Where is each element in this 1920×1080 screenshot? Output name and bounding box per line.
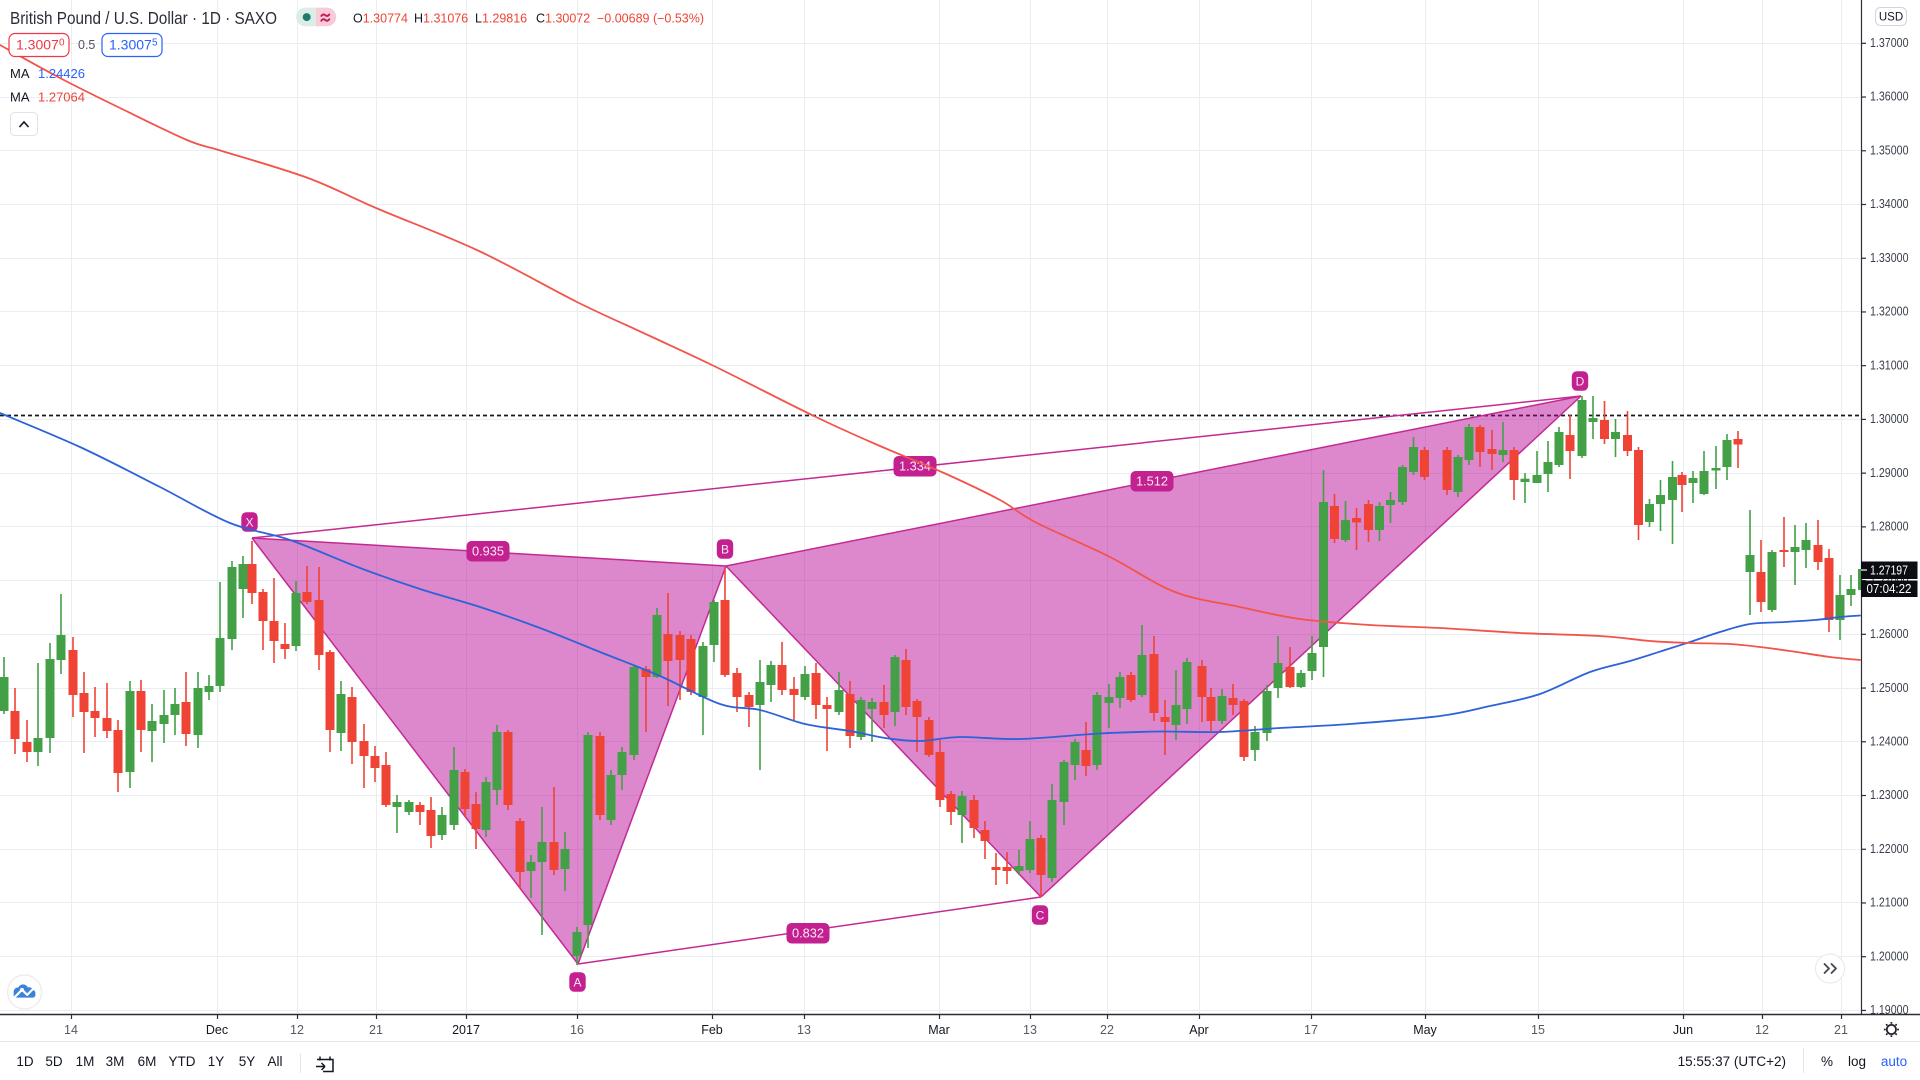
svg-text:British Pound / U.S. Dollar ·: British Pound / U.S. Dollar · 1D · SAXO <box>10 8 277 28</box>
svg-text:1.35000: 1.35000 <box>1870 143 1909 157</box>
svg-text:1.19000: 1.19000 <box>1870 1003 1909 1017</box>
svg-text:1M: 1M <box>76 1054 95 1069</box>
svg-text:May: May <box>1413 1023 1437 1037</box>
svg-text:1.32000: 1.32000 <box>1870 305 1909 319</box>
svg-text:1.27064: 1.27064 <box>38 90 85 105</box>
svg-text:1.24000: 1.24000 <box>1870 734 1909 748</box>
svg-text:1.3007: 1.3007 <box>16 37 59 53</box>
svg-text:1.23000: 1.23000 <box>1870 788 1909 802</box>
svg-text:1.21000: 1.21000 <box>1870 896 1909 910</box>
svg-text:1.20000: 1.20000 <box>1870 949 1909 963</box>
svg-text:1.25000: 1.25000 <box>1870 681 1909 695</box>
svg-text:1D: 1D <box>16 1054 34 1069</box>
svg-text:21: 21 <box>1834 1023 1848 1037</box>
svg-text:USD: USD <box>1879 12 1903 24</box>
svg-text:1.27197: 1.27197 <box>1870 564 1908 578</box>
svg-text:1.34000: 1.34000 <box>1870 197 1909 211</box>
svg-text:Apr: Apr <box>1189 1023 1208 1037</box>
svg-text:22: 22 <box>1100 1023 1114 1037</box>
svg-text:Jun: Jun <box>1673 1023 1693 1037</box>
svg-text:%: % <box>1821 1054 1833 1069</box>
svg-text:2017: 2017 <box>452 1023 480 1037</box>
svg-text:Mar: Mar <box>928 1023 950 1037</box>
svg-text:B: B <box>721 542 729 556</box>
svg-text:6M: 6M <box>138 1054 157 1069</box>
svg-text:15:55:37 (UTC+2): 15:55:37 (UTC+2) <box>1678 1054 1786 1069</box>
svg-text:1.36000: 1.36000 <box>1870 90 1909 104</box>
svg-text:21: 21 <box>369 1023 383 1037</box>
svg-text:1.334: 1.334 <box>899 459 931 474</box>
svg-text:MA: MA <box>10 90 30 105</box>
svg-text:12: 12 <box>1755 1023 1769 1037</box>
svg-text:16: 16 <box>570 1023 584 1037</box>
svg-text:1.31000: 1.31000 <box>1870 358 1909 372</box>
svg-text:1.29000: 1.29000 <box>1870 466 1909 480</box>
svg-text:1.33000: 1.33000 <box>1870 251 1909 265</box>
svg-text:1.3007: 1.3007 <box>109 37 152 53</box>
svg-text:13: 13 <box>1023 1023 1037 1037</box>
svg-text:C: C <box>1036 908 1045 922</box>
svg-text:1.28000: 1.28000 <box>1870 520 1909 534</box>
svg-text:5D: 5D <box>45 1054 63 1069</box>
svg-text:15: 15 <box>1531 1023 1545 1037</box>
svg-text:0.832: 0.832 <box>792 926 824 941</box>
svg-text:1.30000: 1.30000 <box>1870 412 1909 426</box>
svg-text:log: log <box>1848 1054 1866 1069</box>
svg-text:−0.00689 (−0.53%): −0.00689 (−0.53%) <box>597 12 704 26</box>
svg-text:1.22000: 1.22000 <box>1870 842 1909 856</box>
svg-text:auto: auto <box>1881 1054 1907 1069</box>
svg-text:5Y: 5Y <box>239 1054 256 1069</box>
svg-text:0.935: 0.935 <box>472 544 504 559</box>
svg-text:X: X <box>245 515 253 529</box>
svg-text:Dec: Dec <box>206 1023 228 1037</box>
svg-text:1.24426: 1.24426 <box>38 66 85 81</box>
svg-text:13: 13 <box>797 1023 811 1037</box>
svg-text:D: D <box>1576 374 1585 388</box>
svg-text:3M: 3M <box>106 1054 125 1069</box>
svg-text:H1.31076: H1.31076 <box>414 12 468 26</box>
svg-text:O1.30774: O1.30774 <box>353 12 408 26</box>
svg-text:07:04:22: 07:04:22 <box>1867 582 1912 596</box>
svg-text:14: 14 <box>64 1023 78 1037</box>
svg-text:C1.30072: C1.30072 <box>536 12 590 26</box>
svg-text:MA: MA <box>10 66 30 81</box>
svg-text:0.5: 0.5 <box>78 38 95 52</box>
svg-text:A: A <box>573 975 581 989</box>
svg-text:L1.29816: L1.29816 <box>475 12 527 26</box>
svg-text:5: 5 <box>152 38 158 49</box>
svg-text:17: 17 <box>1304 1023 1318 1037</box>
svg-text:1.26000: 1.26000 <box>1870 627 1909 641</box>
svg-text:1.512: 1.512 <box>1136 474 1168 489</box>
svg-text:1.37000: 1.37000 <box>1870 36 1909 50</box>
svg-text:All: All <box>267 1054 282 1069</box>
svg-text:Feb: Feb <box>701 1023 723 1037</box>
svg-text:0: 0 <box>59 38 65 49</box>
svg-text:1Y: 1Y <box>208 1054 225 1069</box>
svg-text:YTD: YTD <box>169 1054 196 1069</box>
svg-text:12: 12 <box>290 1023 304 1037</box>
